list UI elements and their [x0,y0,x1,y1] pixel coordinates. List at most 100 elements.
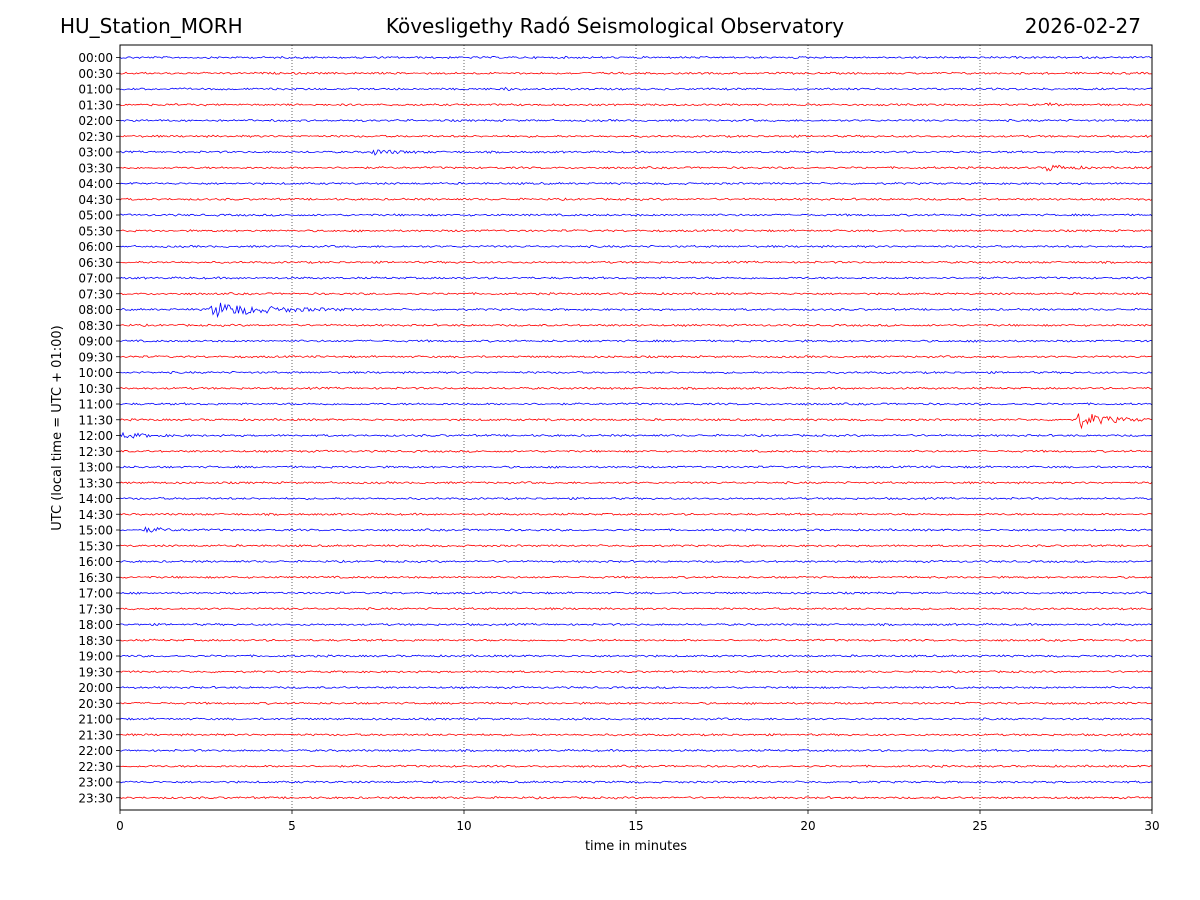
trace-line [119,413,1153,430]
y-tick-label: 01:30 [78,98,113,112]
y-tick-label: 17:00 [78,587,113,601]
trace-line [119,149,1153,156]
trace-line [119,607,1153,611]
trace-line [119,575,1153,579]
y-tick-label: 01:00 [78,83,113,97]
trace-line [119,197,1153,201]
trace-line [119,402,1153,406]
trace-line [119,795,1153,800]
y-tick-label: 16:30 [78,571,113,585]
trace-line [119,370,1153,375]
y-tick-label: 20:30 [78,697,113,711]
trace-line [119,86,1153,92]
y-tick-label: 13:00 [78,461,113,475]
y-tick-label: 10:30 [78,382,113,396]
trace-line [119,323,1153,327]
y-tick-label: 08:30 [78,319,113,333]
x-axis-label: time in minutes [585,839,687,854]
y-tick-label: 11:00 [78,398,113,412]
y-tick-label: 15:30 [78,539,113,553]
trace-line [119,339,1153,343]
y-tick-label: 04:00 [78,177,113,191]
y-tick-label: 14:00 [78,492,113,506]
trace-line [119,717,1153,721]
y-tick-label: 00:00 [78,51,113,65]
y-tick-label: 18:30 [78,634,113,648]
x-tick-label: 20 [800,819,815,833]
y-tick-label: 05:30 [78,224,113,238]
trace-line [119,260,1153,265]
trace-line [119,780,1153,784]
y-tick-label: 21:30 [78,728,113,742]
x-axis-ticks: 0 5 10 15 20 25 30 [116,810,1160,833]
trace-line [119,118,1153,123]
y-tick-label: 20:00 [78,681,113,695]
y-tick-label: 03:00 [78,146,113,160]
trace-line [119,701,1153,705]
trace-line [119,229,1153,233]
trace-line [119,669,1153,674]
trace-line [119,164,1153,172]
trace-line [119,764,1153,768]
y-tick-label: 12:30 [78,445,113,459]
trace-line [119,512,1153,517]
trace-line [119,638,1153,642]
y-tick-label: 03:30 [78,161,113,175]
trace-line [119,71,1153,75]
y-tick-label: 07:00 [78,272,113,286]
y-tick-label: 23:30 [78,791,113,805]
trace-line [119,733,1153,737]
x-tick-label: 25 [972,819,987,833]
y-tick-label: 22:30 [78,760,113,774]
y-tick-label: 19:00 [78,650,113,664]
y-tick-label: 17:30 [78,602,113,616]
trace-line [119,302,1153,319]
trace-line [119,213,1153,217]
y-tick-label: 05:00 [78,209,113,223]
y-tick-label: 09:00 [78,335,113,349]
y-tick-label: 15:00 [78,524,113,538]
trace-line [119,496,1153,501]
station-name: HU_Station_MORH [60,14,243,38]
y-tick-label: 06:30 [78,256,113,270]
x-tick-label: 5 [288,819,296,833]
trace-line [119,386,1153,391]
trace-line [119,431,1153,439]
x-tick-label: 30 [1144,819,1159,833]
trace-line [119,654,1153,658]
y-tick-label: 04:30 [78,193,113,207]
trace-line [119,134,1153,138]
trace-line [119,559,1153,564]
y-tick-label: 12:00 [78,429,113,443]
trace-line [119,181,1153,186]
y-tick-label: 08:00 [78,303,113,317]
y-tick-label: 23:00 [78,776,113,790]
observatory-title: Kövesligethy Radó Seismological Observat… [385,14,845,38]
y-tick-label: 19:30 [78,665,113,679]
trace-line [119,526,1153,534]
trace-line [119,355,1153,359]
y-tick-label: 21:00 [78,713,113,727]
y-tick-label: 00:30 [78,67,113,81]
y-tick-label: 16:00 [78,555,113,569]
trace-line [119,291,1153,296]
y-tick-label: 22:00 [78,744,113,758]
trace-line [119,276,1153,280]
trace-line [119,622,1153,627]
x-tick-label: 0 [116,819,124,833]
trace-line [119,748,1153,753]
y-tick-label: 14:30 [78,508,113,522]
x-tick-label: 15 [628,819,643,833]
trace-line [119,102,1153,107]
trace-line [119,465,1153,469]
trace-line [119,591,1153,595]
trace-line [119,544,1153,548]
trace-line [119,244,1153,249]
y-tick-label: 10:00 [78,366,113,380]
y-tick-label: 02:30 [78,130,113,144]
y-tick-label: 11:30 [78,413,113,427]
trace-line [119,55,1153,60]
seismic-traces [119,55,1153,800]
